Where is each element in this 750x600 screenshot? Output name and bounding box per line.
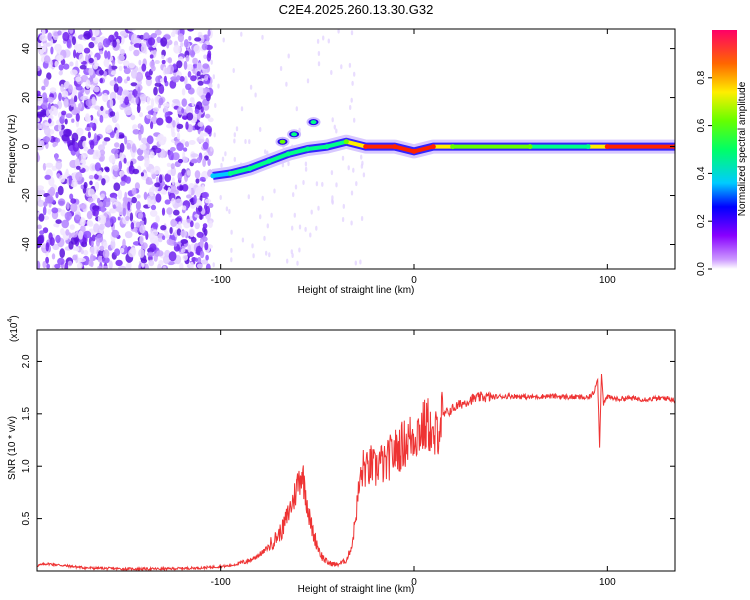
snr-x-label: Height of straight line (km) bbox=[298, 584, 415, 595]
signal-point bbox=[411, 148, 417, 154]
snr-x-ticks: -100 0 100 bbox=[211, 330, 616, 588]
colorbar-label: Normalized spectral amplitude bbox=[737, 81, 748, 216]
spectrogram-panel: -40 -20 0 20 40 -100 0 100 Height of straight … bbox=[7, 28, 676, 296]
spectrogram-x-label: Height of straight line (km) bbox=[298, 285, 415, 296]
spectrogram-frame bbox=[36, 28, 676, 270]
y-tick-label: 1.5 bbox=[21, 406, 32, 420]
signal-track bbox=[210, 117, 675, 183]
noise-speckle bbox=[37, 29, 366, 269]
snr-y-ticks: 0.5 1.0 1.5 2.0 bbox=[21, 354, 675, 526]
x-tick-label: 100 bbox=[599, 275, 616, 286]
signal-segment bbox=[210, 171, 233, 178]
signal-segment bbox=[392, 144, 416, 154]
snr-multiplier: (x104) bbox=[7, 315, 20, 342]
signal-point bbox=[285, 151, 291, 157]
y-tick-label: 40 bbox=[21, 43, 32, 55]
colorbar-tick-label: 0.8 bbox=[696, 70, 707, 84]
snr-multiplier-close: ) bbox=[9, 315, 20, 318]
signal-point bbox=[324, 144, 330, 150]
signal-segment bbox=[344, 139, 368, 149]
signal-segment bbox=[412, 144, 436, 154]
spectrogram-x-ticks: -100 0 100 bbox=[211, 29, 616, 286]
snr-y-label: SNR (10 * v/v) bbox=[7, 416, 18, 480]
y-tick-label: 0 bbox=[21, 143, 32, 149]
signal-point bbox=[430, 144, 436, 150]
spectrogram-y-label: Frequency (Hz) bbox=[7, 115, 18, 184]
signal-segment bbox=[305, 144, 329, 151]
signal-point bbox=[247, 166, 253, 172]
colorbar-ticks: 0.0 0.2 0.4 0.6 0.8 bbox=[696, 70, 712, 276]
signal-segment bbox=[325, 139, 349, 149]
colorbar-tick-label: 0.6 bbox=[696, 118, 707, 132]
x-tick-label: -100 bbox=[211, 275, 231, 286]
signal-segment bbox=[286, 147, 310, 156]
signal-segment bbox=[267, 151, 291, 164]
snr-panel: 0.5 1.0 1.5 2.0 -100 0 100 Height of straight… bbox=[7, 315, 676, 595]
signal-point bbox=[363, 144, 369, 150]
x-tick-label: 100 bbox=[599, 577, 616, 588]
signal-segment bbox=[228, 166, 252, 176]
spectrogram-marks bbox=[37, 29, 675, 269]
y-tick-label: 1.0 bbox=[21, 459, 32, 473]
y-tick-label: 0.5 bbox=[21, 511, 32, 525]
y-tick-label: -40 bbox=[21, 237, 32, 252]
x-tick-label: 0 bbox=[411, 577, 417, 588]
signal-point bbox=[450, 144, 456, 150]
signal-point bbox=[604, 144, 610, 150]
spectrogram-y-ticks: -40 -20 0 20 40 bbox=[21, 43, 675, 252]
y-tick-label: -20 bbox=[21, 188, 32, 203]
x-tick-label: 0 bbox=[411, 275, 417, 286]
colorbar-tick-label: 0.4 bbox=[696, 166, 707, 180]
x-tick-label: -100 bbox=[211, 577, 231, 588]
signal-point bbox=[305, 146, 311, 152]
y-tick-label: 20 bbox=[21, 92, 32, 104]
signal-point bbox=[227, 171, 233, 176]
signal-point bbox=[585, 144, 591, 150]
signal-blob-core bbox=[291, 132, 298, 137]
signal-blob-core bbox=[279, 139, 286, 144]
svg-text:(x104): (x104) bbox=[7, 315, 20, 342]
signal-point bbox=[392, 144, 398, 150]
snr-frame bbox=[36, 329, 676, 572]
figure-title: C2E4.2025.260.13.30.G32 bbox=[279, 2, 434, 17]
signal-blob-core bbox=[310, 120, 317, 125]
colorbar: 0.0 0.2 0.4 0.6 0.8 Normalized spectral ampl… bbox=[696, 30, 748, 276]
snr-multiplier-exponent: 4 bbox=[7, 319, 14, 323]
snr-series-line bbox=[37, 373, 675, 571]
signal-point bbox=[527, 144, 533, 150]
snr-multiplier-base: (x10 bbox=[9, 322, 20, 342]
signal-point bbox=[343, 139, 349, 145]
signal-point bbox=[210, 173, 216, 179]
y-tick-label: 2.0 bbox=[21, 354, 32, 368]
signal-segment bbox=[247, 159, 271, 171]
colorbar-gradient bbox=[712, 30, 737, 269]
colorbar-tick-label: 0.2 bbox=[696, 214, 707, 228]
colorbar-tick-label: 0.0 bbox=[696, 262, 707, 276]
signal-point bbox=[266, 158, 272, 164]
